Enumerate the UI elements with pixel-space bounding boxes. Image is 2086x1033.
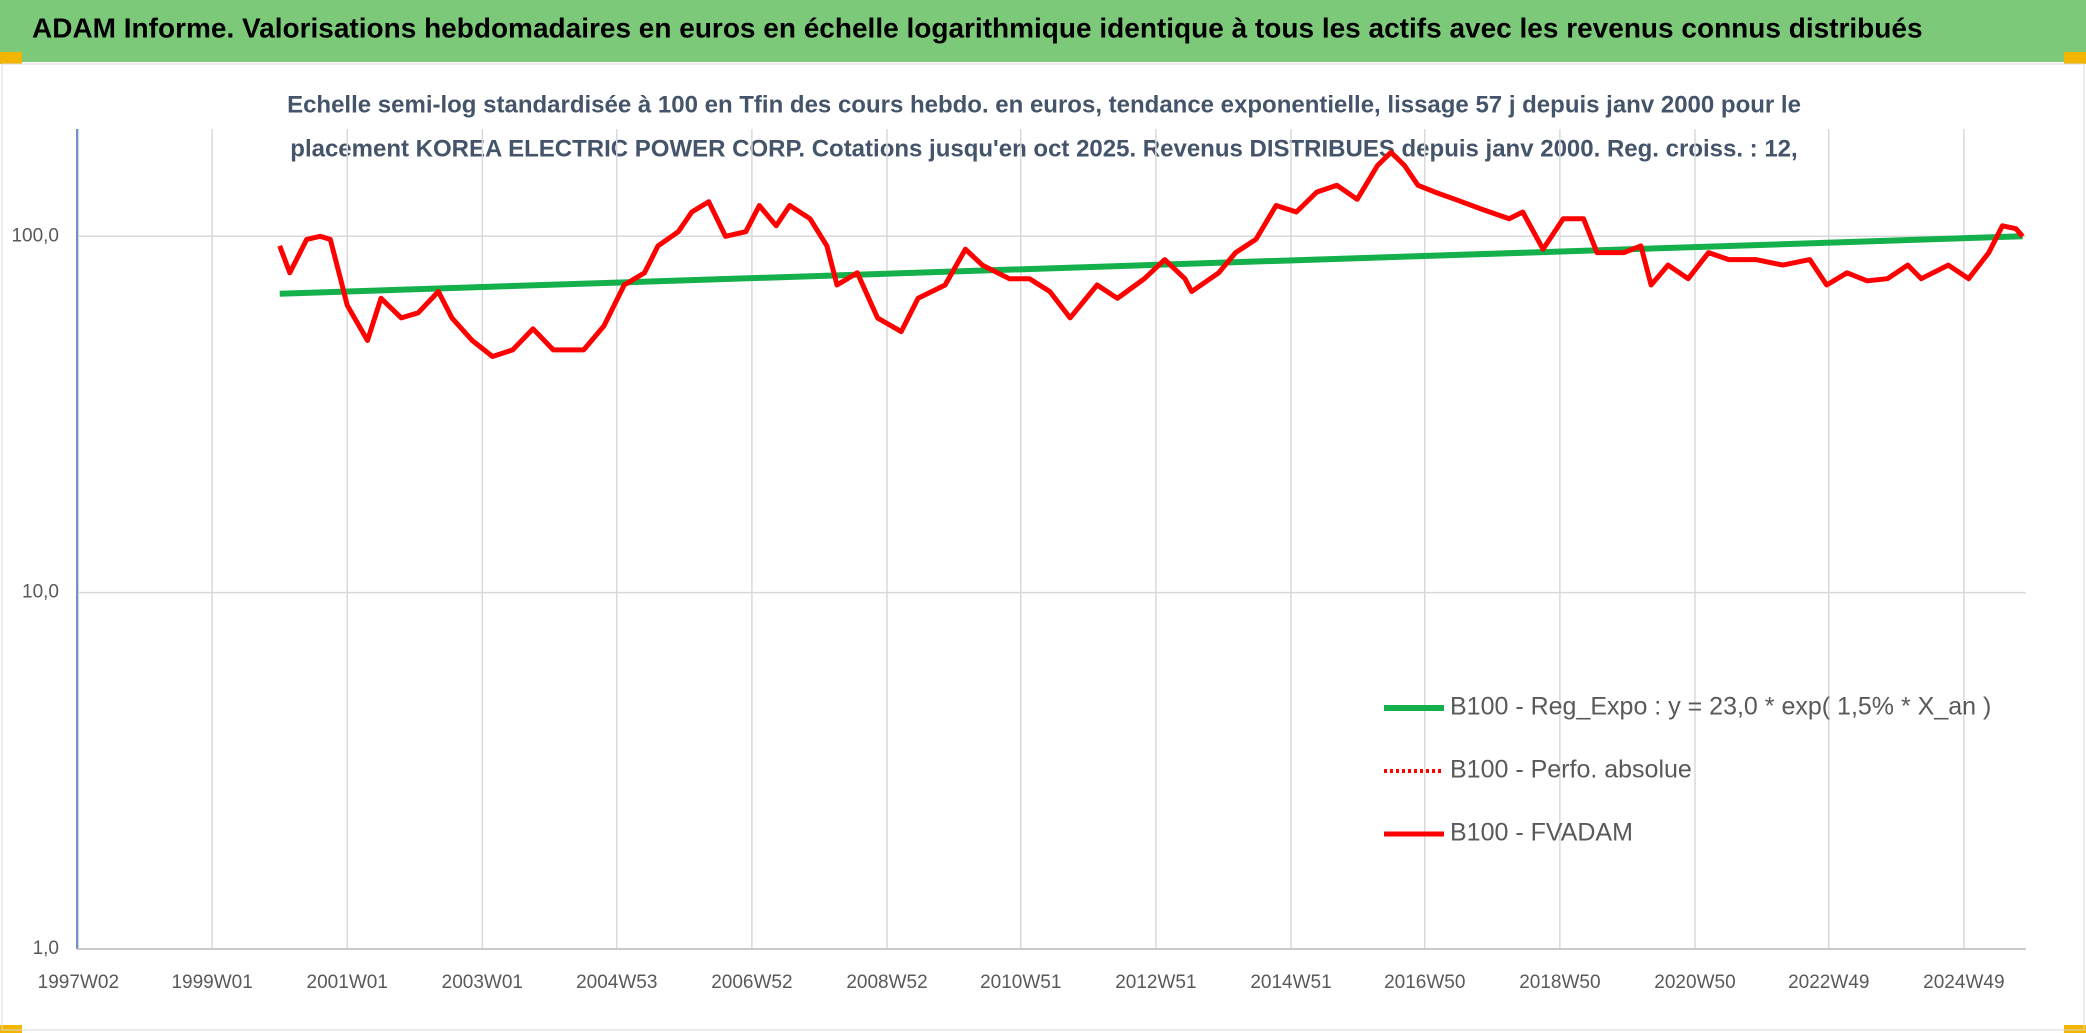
corner <box>0 1025 22 1033</box>
x-tick-label: 2020W50 <box>1654 972 1735 993</box>
chart-title: Echelle semi-log standardisée à 100 en T… <box>287 91 1801 118</box>
frame <box>1 63 2085 1031</box>
x-tick-label: 2006W52 <box>711 972 792 993</box>
x-tick-label: 2003W01 <box>442 972 523 993</box>
legend-label: B100 - Perfo. absolue <box>1450 756 1692 784</box>
chart-title: placement KOREA ELECTRIC POWER CORP. Cot… <box>290 135 1797 162</box>
header-title: ADAM Informe. Valorisations hebdomadaire… <box>32 12 1923 43</box>
x-tick-label: 2012W51 <box>1115 972 1196 993</box>
x-tick-label: 2008W52 <box>846 972 927 993</box>
y-tick-label: 1,0 <box>33 938 59 959</box>
series-line <box>279 233 2023 297</box>
x-tick-label: 1997W02 <box>38 972 119 993</box>
x-tick-label: 2001W01 <box>307 972 388 993</box>
x-tick-label: 2016W50 <box>1384 972 1465 993</box>
y-tick-label: 10,0 <box>22 582 59 603</box>
corner <box>2064 52 2086 64</box>
x-tick-label: 2014W51 <box>1250 972 1331 993</box>
y-tick-label: 100,0 <box>11 225 59 246</box>
legend-label: B100 - Reg_Expo : y = 23,0 * exp( 1,5% *… <box>1450 693 1991 721</box>
x-tick-label: 1999W01 <box>171 972 252 993</box>
series-line <box>277 150 2025 359</box>
x-tick-label: 2010W51 <box>980 972 1061 993</box>
x-tick-label: 2022W49 <box>1788 972 1869 993</box>
legend-label: B100 - FVADAM <box>1450 819 1633 847</box>
series-line <box>277 149 2025 359</box>
corner <box>0 52 22 64</box>
x-tick-label: 2018W50 <box>1519 972 1600 993</box>
corner <box>2064 1025 2086 1033</box>
x-tick-label: 2024W49 <box>1923 972 2004 993</box>
x-tick-label: 2004W53 <box>576 972 657 993</box>
header-bar <box>0 0 2086 62</box>
